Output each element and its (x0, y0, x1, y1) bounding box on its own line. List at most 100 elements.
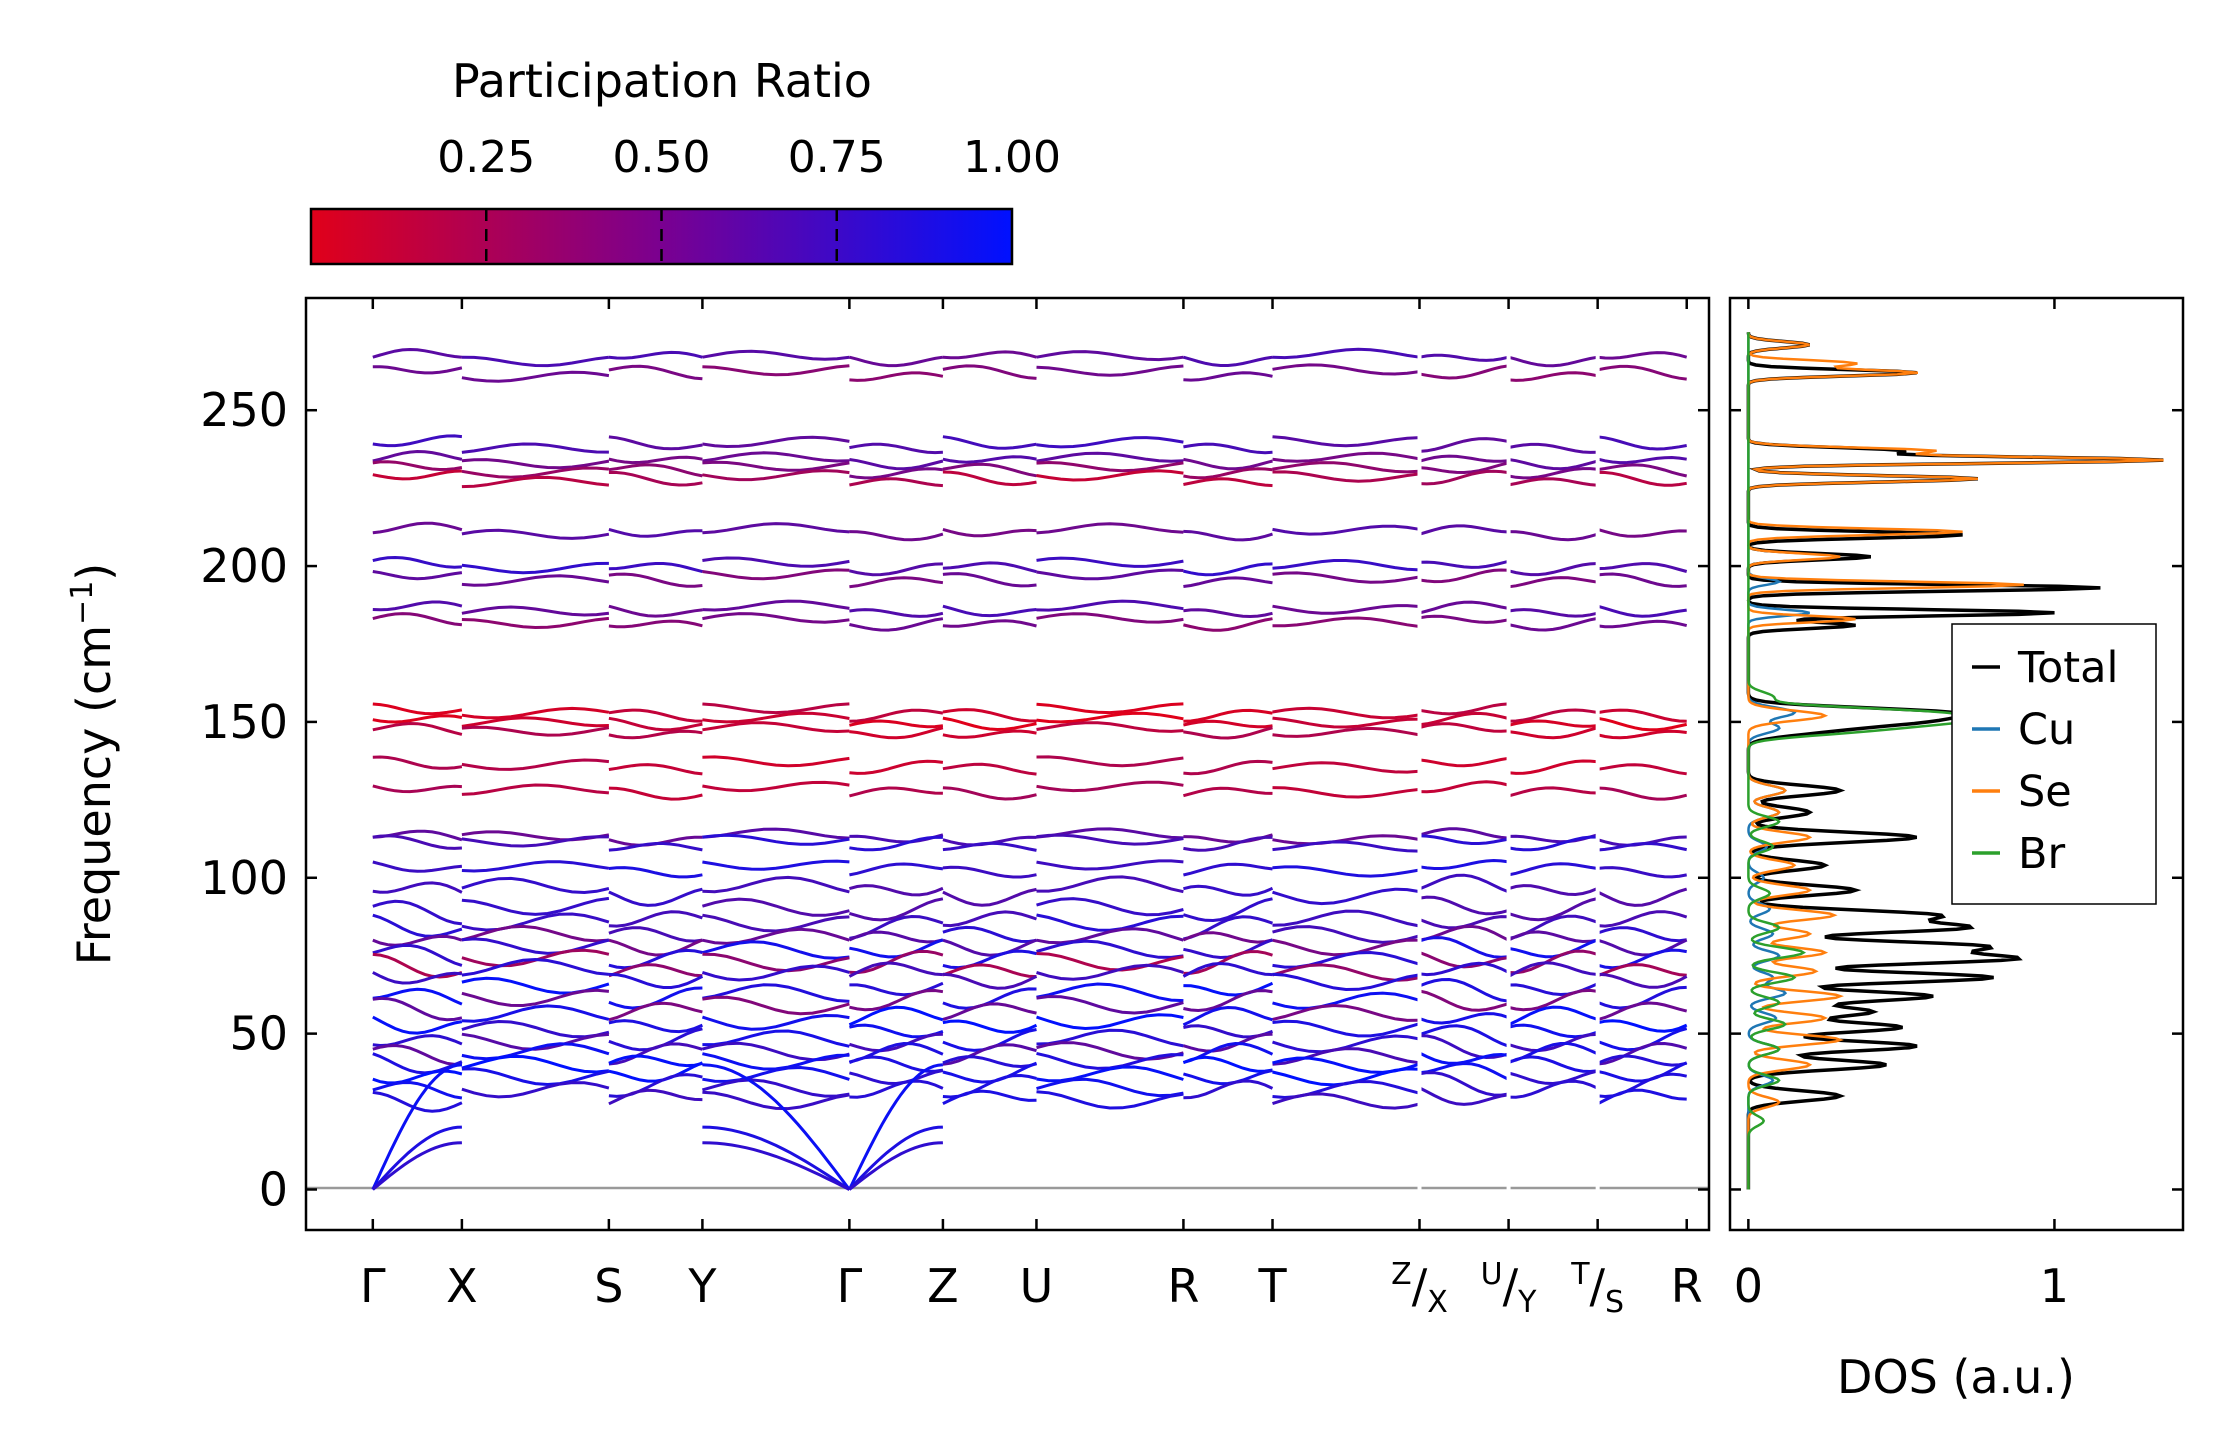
phonon-band (849, 949, 944, 975)
phonon-band (1036, 963, 1184, 981)
kpoint-label: Y (687, 1259, 717, 1313)
phonon-band (1183, 457, 1273, 471)
phonon-band (608, 471, 703, 487)
phonon-band (1183, 467, 1273, 480)
acoustic-branch (371, 1141, 462, 1191)
path-break (1417, 300, 1422, 1228)
phonon-band (372, 347, 463, 359)
legend-label: Total (2017, 643, 2118, 693)
phonon-band (1272, 347, 1420, 360)
phonon-band (608, 1088, 703, 1106)
phonon-band (1272, 834, 1420, 846)
phonon-band (1419, 756, 1509, 768)
phonon-band (372, 1080, 463, 1100)
phonon-band (1597, 910, 1688, 928)
phonon-band (702, 721, 850, 734)
phonon-band (461, 725, 610, 737)
phonon-band (608, 1073, 703, 1098)
phonon-band (702, 599, 850, 612)
phonon-band (849, 608, 944, 618)
phonon-band (848, 930, 944, 944)
phonon-band (702, 1041, 850, 1062)
colorbar-tick-label: 0.25 (437, 132, 535, 183)
phonon-band (608, 786, 703, 801)
phonon-band (372, 860, 463, 873)
phonon-band (372, 521, 463, 535)
y-axis-title-sup: −1 (65, 581, 100, 625)
phonon-band (702, 568, 850, 581)
phonon-band (1182, 1055, 1273, 1073)
phonon-band (1597, 562, 1688, 573)
phonon-band (942, 350, 1037, 360)
phonon-band (942, 604, 1037, 618)
phonon-band (1419, 1071, 1509, 1097)
y-axis-title: Frequency (cm−1) (65, 563, 121, 966)
phonon-band (702, 1090, 850, 1111)
phonon-band (372, 913, 463, 938)
band-axes: 0 50 100 150 200 250 Γ X S Y Γ Z U R T Z/X U/Y T/S R (200, 298, 1709, 1320)
phonon-band (372, 1015, 463, 1035)
phonon-band (942, 527, 1037, 538)
phonon-band (1508, 1055, 1598, 1074)
phonon-band (1419, 437, 1509, 453)
phonon-band (372, 570, 463, 581)
phonon-band (1597, 1061, 1688, 1083)
phonon-band (702, 995, 850, 1016)
phonon-band (942, 364, 1037, 380)
phonon-band (1036, 702, 1184, 715)
phonon-band (1036, 612, 1184, 624)
phonon-band (701, 964, 850, 982)
phonon-band (701, 897, 850, 917)
phonon-band (942, 1073, 1037, 1099)
phonon-band (1272, 840, 1420, 853)
kpoint-label: T (1257, 1259, 1287, 1313)
phonon-band (1419, 524, 1509, 536)
phonon-band (1597, 463, 1688, 478)
dos-x-tick-label: 0 (1734, 1259, 1763, 1313)
phonon-band (1508, 719, 1598, 728)
phonon-band (701, 1013, 850, 1031)
phonon-band (1419, 1061, 1510, 1081)
phonon-band (1419, 858, 1509, 870)
phonon-band (702, 451, 850, 463)
phonon-band (702, 612, 850, 624)
phonon-band (1419, 454, 1509, 463)
phonon-band (1182, 1005, 1273, 1027)
phonon-band (1597, 938, 1688, 957)
phonon-band (1036, 568, 1184, 581)
x-axis-title-dos: DOS (a.u.) (1837, 1350, 2075, 1404)
phonon-band (1507, 961, 1598, 978)
acoustic-branch (848, 1063, 944, 1191)
phonon-band (1508, 371, 1598, 382)
phonon-band (1036, 1013, 1184, 1031)
phonon-band (1508, 1032, 1598, 1053)
phonon-band (1597, 866, 1687, 879)
phonon-band (1418, 1086, 1509, 1106)
phonon-band (1036, 1051, 1184, 1070)
phonon-band (1419, 568, 1509, 584)
kpoint-label: U (1020, 1259, 1054, 1313)
phonon-band (1183, 371, 1273, 382)
phonon-band (1183, 608, 1273, 619)
phonon-band (1597, 527, 1687, 538)
phonon-band (1507, 930, 1598, 944)
phonon-band (1597, 1041, 1688, 1066)
phonon-band (608, 562, 703, 574)
y-axis-title-main: Frequency (cm (67, 625, 121, 965)
phonon-band (1183, 786, 1273, 798)
phonon-band (942, 1019, 1038, 1034)
phonon-band (942, 729, 1037, 739)
phonon-band (1507, 1005, 1599, 1027)
phonon-band (942, 561, 1037, 574)
phonon-band (1272, 616, 1420, 628)
phonon-band (942, 762, 1037, 776)
phonon-band (1272, 716, 1420, 729)
phonon-band (1419, 989, 1510, 1012)
phonon-band (849, 371, 944, 382)
phonon-band (942, 1043, 1037, 1066)
acoustic-branch (848, 1125, 943, 1191)
phonon-band (848, 1055, 944, 1073)
phonon-band (372, 996, 463, 1022)
phonon-band (1036, 913, 1184, 932)
phonon-band (372, 1090, 463, 1113)
